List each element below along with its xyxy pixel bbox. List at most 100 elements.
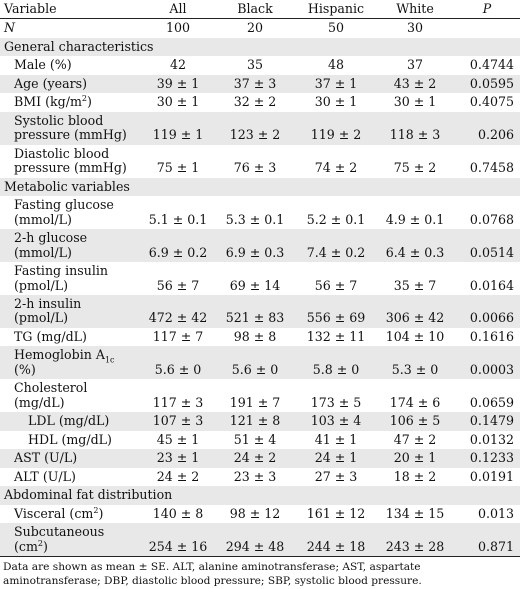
table-row: Diastolic blood pressure (mmHg) 75 ± 1 76… xyxy=(0,145,520,178)
label-text: Hemoglobin A xyxy=(14,347,105,363)
cell-hispanic: 173 ± 5 xyxy=(310,394,362,410)
header-all: All xyxy=(169,1,187,16)
label-text-end: ) xyxy=(98,505,104,521)
cell-white: 104 ± 10 xyxy=(385,328,445,344)
cell-hispanic: 161 ± 12 xyxy=(306,505,366,521)
cell-white: 75 ± 2 xyxy=(393,160,437,176)
row-label: Subcutaneous (cm2) xyxy=(0,523,142,557)
label-text-end: (%) xyxy=(14,361,36,377)
cell-white: 243 ± 28 xyxy=(376,523,454,557)
cell-p: 0.7458 xyxy=(469,160,514,176)
row-label: Fasting glucose (mmol/L) xyxy=(0,196,142,229)
table-row: ALT (U/L) 24 ± 2 23 ± 3 27 ± 3 18 ± 2 0.… xyxy=(0,468,520,486)
table-row: HDL (mg/dL) 45 ± 1 51 ± 4 41 ± 1 47 ± 2 … xyxy=(0,431,520,449)
cell-all: 45 ± 1 xyxy=(156,431,200,447)
cell-all: 5.1 ± 0.1 xyxy=(148,211,208,227)
row-label: Age (years) xyxy=(0,74,142,94)
row-label: Fasting insulin (pmol/L) xyxy=(0,262,142,295)
table-row: 2-h glucose (mmol/L) 6.9 ± 0.2 6.9 ± 0.3 … xyxy=(0,229,520,263)
cell-all: 24 ± 2 xyxy=(156,468,200,484)
section-row: General characteristics xyxy=(0,37,520,57)
cell-white: 174 ± 6 xyxy=(389,394,441,410)
cell-p: 0.871 xyxy=(454,523,520,557)
cell-black: 98 ± 12 xyxy=(229,505,281,521)
cell-hispanic: 30 ± 1 xyxy=(314,94,358,110)
table-footnote: Data are shown as mean ± SE. ALT, alanin… xyxy=(3,561,422,587)
cell-hispanic: 74 ± 2 xyxy=(314,160,358,176)
cell-black: 5.6 ± 0 xyxy=(214,346,296,380)
cell-p: 0.1479 xyxy=(454,412,520,431)
cell-hispanic: 37 ± 1 xyxy=(296,74,376,94)
cell-all: 107 ± 3 xyxy=(142,412,214,431)
characteristics-table: Variable All Black Hispanic White P N 10… xyxy=(0,1,520,557)
label-line-2: (mmol/L) xyxy=(14,211,72,227)
table-row: BMI (kg/m2) 30 ± 1 32 ± 2 30 ± 1 30 ± 1 … xyxy=(0,93,520,111)
table-row: Cholesterol (mg/dL) 117 ± 3 191 ± 7 173 … xyxy=(0,379,520,412)
header-p: P xyxy=(482,1,492,16)
label-line-2: pressure (mmHg) xyxy=(14,160,127,176)
header-white: White xyxy=(396,1,434,16)
row-label: N xyxy=(4,20,16,36)
cell-hispanic: 27 ± 3 xyxy=(314,468,358,484)
cell-white: 30 ± 1 xyxy=(393,94,437,110)
cell-hispanic: 41 ± 1 xyxy=(314,431,358,447)
cell-hispanic: 56 ± 7 xyxy=(314,277,358,293)
cell-all: 254 ± 16 xyxy=(142,523,214,557)
cell-black: 294 ± 48 xyxy=(214,523,296,557)
cell-p: 0.206 xyxy=(454,111,520,145)
label-line-2: (mmol/L) xyxy=(14,244,72,260)
row-label: LDL (mg/dL) xyxy=(0,412,142,431)
cell-black: 23 ± 3 xyxy=(233,468,277,484)
row-label: Male (%) xyxy=(14,57,72,73)
label-line-1: Diastolic blood xyxy=(14,145,110,161)
cell-hispanic: 5.8 ± 0 xyxy=(296,346,376,380)
cell-hispanic: 103 ± 4 xyxy=(296,412,376,431)
label-text: Visceral (cm xyxy=(14,505,94,521)
label-line-1: Fasting insulin xyxy=(14,263,108,279)
table-row: Visceral (cm2) 140 ± 8 98 ± 12 161 ± 12 … xyxy=(0,505,520,523)
cell-black: 32 ± 2 xyxy=(233,94,277,110)
row-label: Diastolic blood pressure (mmHg) xyxy=(0,145,142,178)
cell-all: 117 ± 3 xyxy=(152,394,204,410)
label-line-1: Systolic blood xyxy=(14,112,104,128)
section-title: Abdominal fat distribution xyxy=(0,486,520,505)
cell-hispanic: 48 xyxy=(327,57,345,73)
cell-all: 117 ± 7 xyxy=(152,328,204,344)
table-row: Fasting insulin (pmol/L) 56 ± 7 69 ± 14 5… xyxy=(0,262,520,295)
section-title: General characteristics xyxy=(0,37,520,57)
row-label: Cholesterol (mg/dL) xyxy=(14,380,88,410)
cell-all: 23 ± 1 xyxy=(142,449,214,468)
table-row: Subcutaneous (cm2) 254 ± 16 294 ± 48 244… xyxy=(0,523,520,557)
cell-all: 56 ± 7 xyxy=(156,277,200,293)
cell-white: 30 xyxy=(406,20,424,36)
label-superscript: 2 xyxy=(93,505,99,515)
cell-hispanic: 244 ± 18 xyxy=(296,523,376,557)
table-row: Age (years) 39 ± 1 37 ± 3 37 ± 1 43 ± 2 … xyxy=(0,74,520,94)
section-row: Abdominal fat distribution xyxy=(0,486,520,505)
cell-black: 121 ± 8 xyxy=(214,412,296,431)
cell-black: 6.9 ± 0.3 xyxy=(214,229,296,263)
cell-p: 0.0768 xyxy=(469,211,514,227)
cell-p: 0.0003 xyxy=(454,346,520,380)
cell-p: 0.0066 xyxy=(454,294,520,328)
cell-black: 20 xyxy=(246,20,264,36)
cell-hispanic: 7.4 ± 0.2 xyxy=(296,229,376,263)
cell-all: 30 ± 1 xyxy=(156,94,200,110)
cell-all: 42 xyxy=(169,57,187,73)
row-label: ALT (U/L) xyxy=(14,468,76,484)
cell-hispanic: 556 ± 69 xyxy=(296,294,376,328)
label-superscript: 2 xyxy=(81,94,88,104)
cell-white: 18 ± 2 xyxy=(393,468,437,484)
cell-black: 98 ± 8 xyxy=(233,328,277,344)
cell-white: 134 ± 15 xyxy=(385,505,445,521)
cell-white: 5.3 ± 0 xyxy=(376,346,454,380)
cell-white: 20 ± 1 xyxy=(376,449,454,468)
row-label: Visceral (cm2) xyxy=(0,505,142,523)
label-text: Subcutaneous (cm xyxy=(14,524,105,554)
table-row: Male (%) 42 35 48 37 0.4744 xyxy=(0,56,520,74)
table-row: Fasting glucose (mmol/L) 5.1 ± 0.1 5.3 ± … xyxy=(0,196,520,229)
label-subscript: 1c xyxy=(104,355,115,365)
row-label: AST (U/L) xyxy=(0,449,142,468)
cell-black: 191 ± 7 xyxy=(229,394,281,410)
cell-white: 118 ± 3 xyxy=(376,111,454,145)
